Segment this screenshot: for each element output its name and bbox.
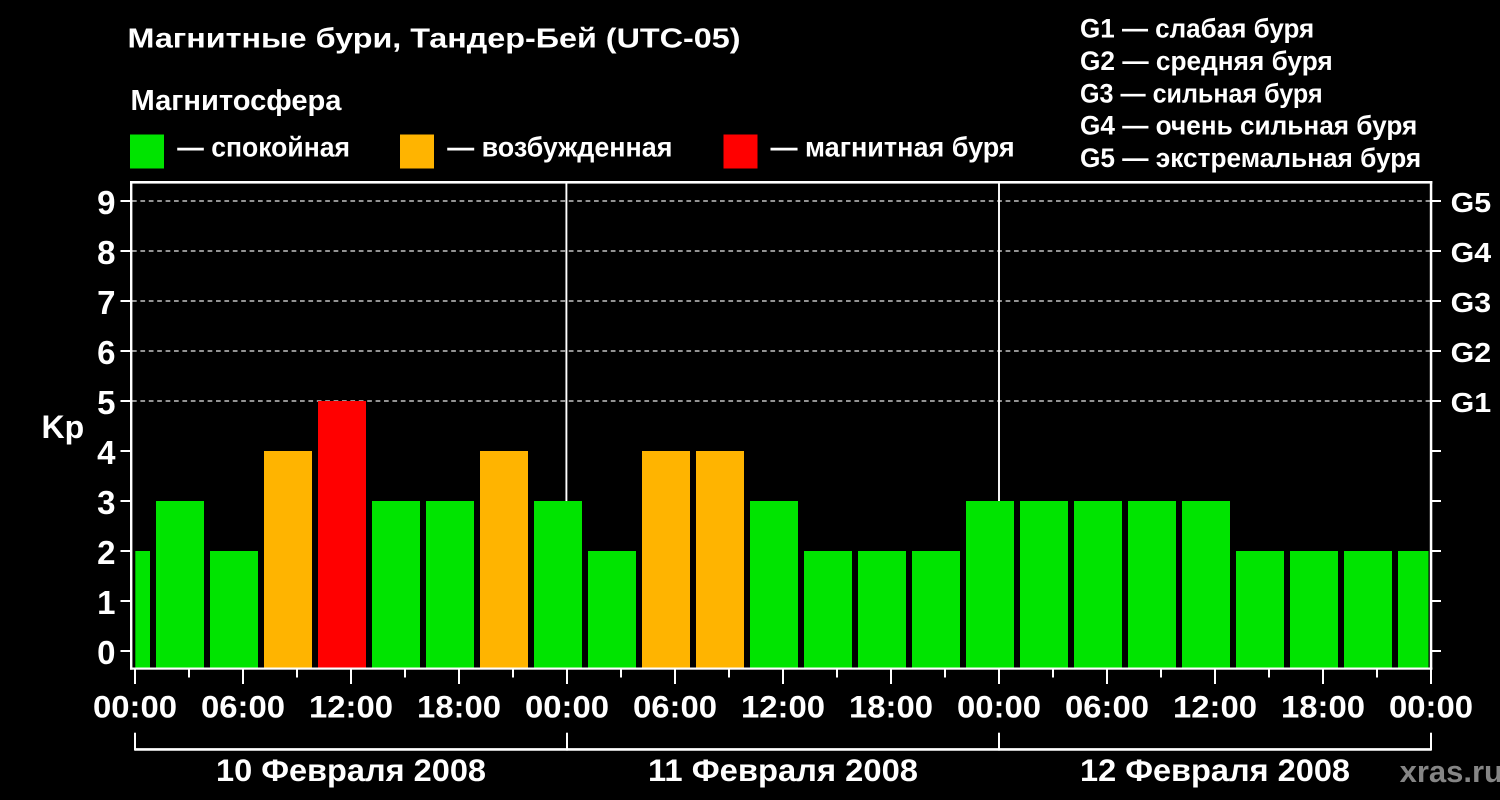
svg-text:Магнитные бури, Тандер-Бей (UT: Магнитные бури, Тандер-Бей (UTC-05)	[128, 22, 741, 53]
svg-text:— возбужденная: — возбужденная	[447, 132, 672, 163]
svg-text:12 Февраля 2008: 12 Февраля 2008	[1080, 753, 1350, 788]
svg-text:G5 — экстремальная буря: G5 — экстремальная буря	[1080, 143, 1421, 173]
svg-text:xras.ru: xras.ru	[1400, 754, 1500, 789]
svg-text:2: 2	[97, 534, 115, 571]
svg-text:Магнитосфера: Магнитосфера	[131, 85, 343, 117]
svg-text:18:00: 18:00	[1281, 689, 1365, 724]
svg-text:12:00: 12:00	[309, 689, 393, 724]
svg-text:9: 9	[97, 184, 115, 221]
svg-text:11 Февраля 2008: 11 Февраля 2008	[648, 753, 918, 788]
svg-text:5: 5	[97, 384, 115, 421]
svg-text:00:00: 00:00	[1389, 689, 1473, 724]
svg-text:18:00: 18:00	[417, 689, 501, 724]
svg-text:0: 0	[97, 634, 115, 671]
svg-text:3: 3	[97, 484, 115, 521]
svg-text:G3: G3	[1451, 287, 1492, 318]
svg-text:G4: G4	[1451, 237, 1492, 268]
svg-text:G5: G5	[1451, 187, 1492, 218]
svg-text:12:00: 12:00	[1173, 689, 1257, 724]
svg-text:G1: G1	[1451, 387, 1492, 418]
svg-text:G2: G2	[1451, 337, 1492, 368]
svg-text:12:00: 12:00	[741, 689, 825, 724]
svg-text:4: 4	[97, 434, 116, 471]
svg-text:18:00: 18:00	[849, 689, 933, 724]
svg-text:7: 7	[97, 284, 115, 321]
svg-text:06:00: 06:00	[633, 689, 717, 724]
svg-text:G2 — средняя буря: G2 — средняя буря	[1080, 46, 1333, 76]
svg-text:00:00: 00:00	[957, 689, 1041, 724]
svg-text:1: 1	[97, 584, 115, 621]
svg-text:— магнитная буря: — магнитная буря	[771, 132, 1015, 163]
svg-text:G4 — очень сильная буря: G4 — очень сильная буря	[1080, 111, 1417, 141]
svg-text:6: 6	[97, 334, 115, 371]
svg-text:G1 — слабая буря: G1 — слабая буря	[1080, 14, 1314, 44]
svg-text:06:00: 06:00	[201, 689, 285, 724]
svg-text:G3 — сильная буря: G3 — сильная буря	[1080, 78, 1323, 108]
svg-text:8: 8	[97, 234, 115, 271]
svg-text:10 Февраля 2008: 10 Февраля 2008	[216, 753, 486, 788]
svg-text:00:00: 00:00	[93, 689, 177, 724]
svg-text:00:00: 00:00	[525, 689, 609, 724]
svg-text:06:00: 06:00	[1065, 689, 1149, 724]
svg-text:Kp: Kp	[42, 409, 85, 445]
svg-text:— спокойная: — спокойная	[177, 132, 350, 163]
